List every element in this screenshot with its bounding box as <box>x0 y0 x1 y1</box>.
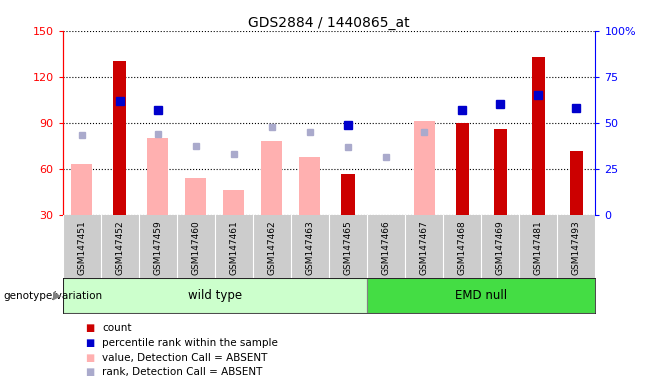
Text: GSM147461: GSM147461 <box>230 220 238 275</box>
Text: GSM147467: GSM147467 <box>420 220 428 275</box>
Bar <box>570 151 583 215</box>
Bar <box>223 190 244 215</box>
Bar <box>367 278 595 313</box>
Text: GSM147465: GSM147465 <box>343 220 353 275</box>
Text: ■: ■ <box>86 367 95 377</box>
Text: GSM147469: GSM147469 <box>496 220 505 275</box>
Text: percentile rank within the sample: percentile rank within the sample <box>102 338 278 348</box>
Text: ■: ■ <box>86 323 95 333</box>
Text: rank, Detection Call = ABSENT: rank, Detection Call = ABSENT <box>102 367 263 377</box>
Title: GDS2884 / 1440865_at: GDS2884 / 1440865_at <box>248 16 410 30</box>
Bar <box>71 164 92 215</box>
Text: GSM147468: GSM147468 <box>458 220 467 275</box>
Bar <box>113 61 126 215</box>
Text: EMD null: EMD null <box>455 289 507 302</box>
Bar <box>186 178 206 215</box>
Bar <box>342 174 355 215</box>
Text: GSM147459: GSM147459 <box>153 220 162 275</box>
Text: GSM147462: GSM147462 <box>267 220 276 275</box>
Text: GSM147481: GSM147481 <box>534 220 543 275</box>
Bar <box>261 141 282 215</box>
Text: GSM147466: GSM147466 <box>382 220 391 275</box>
Text: value, Detection Call = ABSENT: value, Detection Call = ABSENT <box>102 353 267 362</box>
Text: GSM147493: GSM147493 <box>572 220 581 275</box>
Text: GSM147452: GSM147452 <box>115 220 124 275</box>
Bar <box>455 123 469 215</box>
Text: count: count <box>102 323 132 333</box>
Bar <box>299 157 320 215</box>
Bar <box>147 138 168 215</box>
Text: genotype/variation: genotype/variation <box>3 291 103 301</box>
Text: ■: ■ <box>86 353 95 362</box>
Bar <box>63 278 367 313</box>
Text: GSM147451: GSM147451 <box>77 220 86 275</box>
Text: GSM147460: GSM147460 <box>191 220 200 275</box>
Bar <box>494 129 507 215</box>
Text: wild type: wild type <box>188 289 242 302</box>
Bar <box>414 121 435 215</box>
Text: GSM147463: GSM147463 <box>305 220 315 275</box>
Text: ■: ■ <box>86 338 95 348</box>
Text: ▶: ▶ <box>53 291 61 301</box>
Bar <box>532 57 545 215</box>
